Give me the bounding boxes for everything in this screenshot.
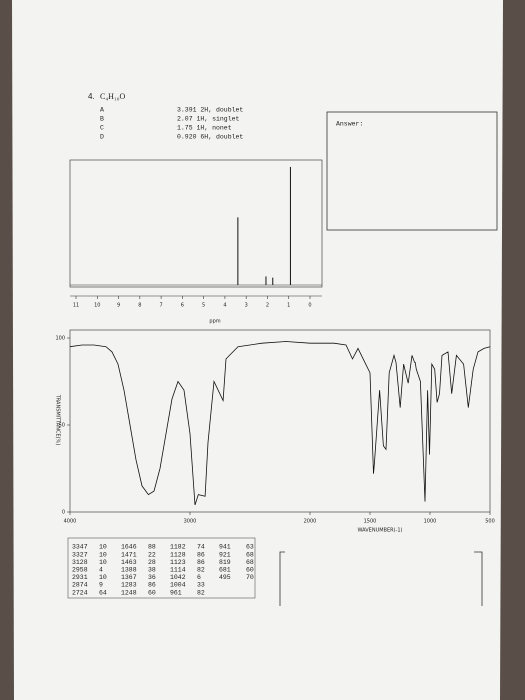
ir-wavenumber: 1463 — [121, 559, 137, 566]
x-axis-label: ppm — [209, 319, 220, 325]
answer-label: Answer: — [336, 121, 363, 128]
ir-transmittance: 10 — [99, 544, 107, 551]
x-tick-label: 1000 — [424, 519, 437, 525]
peak-label: A — [100, 107, 104, 114]
ir-transmittance: 63 — [246, 544, 254, 551]
peak-description: 1.75 1H, nonet — [177, 125, 232, 132]
x-axis-label: WAVENUMBER(-1) — [357, 528, 402, 534]
ir-wavenumber: 495 — [219, 574, 231, 581]
question-number: 4. — [88, 92, 95, 101]
peak-label: B — [100, 116, 104, 123]
x-tick-label: 10 — [94, 303, 100, 309]
ir-transmittance: 33 — [197, 582, 205, 589]
ir-transmittance: 86 — [197, 551, 205, 558]
x-tick-label: 0 — [308, 303, 311, 309]
x-tick-label: 3 — [245, 303, 248, 309]
ir-transmittance: 10 — [99, 559, 107, 566]
ir-transmittance: 4 — [99, 567, 103, 574]
y-tick-label: 0 — [62, 510, 65, 516]
ir-wavenumber: 1182 — [170, 544, 186, 551]
ir-wavenumber: 1388 — [121, 567, 137, 574]
ir-wavenumber: 961 — [170, 589, 182, 596]
x-tick-label: 8 — [138, 303, 141, 309]
peak-description: 3.391 2H, doublet — [177, 107, 243, 114]
bracket-left — [279, 551, 285, 606]
x-tick-label: 2 — [266, 303, 269, 309]
x-tick-label: 11 — [73, 303, 79, 309]
x-tick-label: 1 — [287, 303, 290, 309]
nmr-frame — [69, 159, 323, 288]
ir-transmittance: 60 — [148, 589, 156, 596]
ir-wavenumber: 1283 — [121, 582, 137, 589]
formula: C₄H₁₀O — [100, 92, 125, 101]
ir-wavenumber: 2724 — [72, 589, 88, 596]
x-tick-label: 3000 — [184, 519, 197, 525]
ir-wavenumber: 921 — [219, 551, 231, 558]
ir-transmittance: 28 — [148, 559, 156, 566]
ir-transmittance: 70 — [246, 574, 254, 581]
ir-wavenumber: 1646 — [121, 544, 137, 551]
ir-wavenumber: 1128 — [170, 551, 186, 558]
ir-transmittance: 60 — [246, 567, 254, 574]
ir-transmittance: 86 — [148, 582, 156, 589]
ir-wavenumber: 3347 — [72, 544, 88, 551]
ir-wavenumber: 3128 — [72, 559, 88, 566]
paper — [12, 0, 503, 700]
ir-transmittance: 64 — [99, 589, 107, 596]
ir-wavenumber: 3327 — [72, 551, 88, 558]
ir-transmittance: 22 — [148, 551, 156, 558]
ir-wavenumber: 941 — [219, 544, 231, 551]
ir-transmittance: 10 — [99, 551, 107, 558]
ir-wavenumber: 1367 — [121, 574, 137, 581]
x-tick-label: 2000 — [304, 519, 317, 525]
ir-frame — [69, 329, 491, 513]
x-tick-label: 6 — [181, 303, 184, 309]
y-tick-label: 100 — [55, 336, 65, 342]
ir-table-frame — [67, 537, 256, 599]
ir-transmittance: 88 — [148, 544, 156, 551]
ir-wavenumber: 1123 — [170, 559, 186, 566]
x-tick-label: 500 — [485, 519, 495, 525]
bracket-right — [474, 551, 483, 606]
x-tick-label: 1500 — [364, 519, 377, 525]
ir-wavenumber: 819 — [219, 559, 231, 566]
ir-wavenumber: 2958 — [72, 567, 88, 574]
peak-label: D — [100, 134, 104, 141]
ir-transmittance: 9 — [99, 582, 103, 589]
x-tick-label: 4000 — [64, 519, 77, 525]
ir-transmittance: 74 — [197, 544, 205, 551]
ir-transmittance: 82 — [197, 589, 205, 596]
x-tick-label: 5 — [202, 303, 205, 309]
ir-wavenumber: 1114 — [170, 567, 186, 574]
ir-wavenumber: 1248 — [121, 589, 137, 596]
peak-description: 2.07 1H, singlet — [177, 116, 240, 123]
x-tick-label: 7 — [159, 303, 162, 309]
ir-wavenumber: 2874 — [72, 582, 88, 589]
ir-wavenumber: 1004 — [170, 582, 186, 589]
ir-transmittance: 68 — [246, 559, 254, 566]
ir-wavenumber: 1042 — [170, 574, 186, 581]
peak-description: 0.920 6H, doublet — [177, 134, 243, 141]
ir-transmittance: 68 — [246, 551, 254, 558]
ir-transmittance: 86 — [197, 559, 205, 566]
ir-wavenumber: 681 — [219, 567, 231, 574]
y-tick-label: 50 — [59, 423, 65, 429]
ir-transmittance: 6 — [197, 574, 201, 581]
ir-transmittance: 82 — [197, 567, 205, 574]
x-tick-label: 9 — [117, 303, 120, 309]
x-tick-label: 4 — [223, 303, 226, 309]
ir-curve — [69, 341, 491, 506]
peak-label: C — [100, 125, 104, 132]
ir-transmittance: 38 — [148, 567, 156, 574]
ir-transmittance: 36 — [148, 574, 156, 581]
y-axis-label: TRANSMITTANCE(%) — [55, 394, 61, 446]
ir-wavenumber: 1471 — [121, 551, 137, 558]
answer-box — [326, 111, 498, 231]
ir-transmittance: 10 — [99, 574, 107, 581]
ir-wavenumber: 2931 — [72, 574, 88, 581]
